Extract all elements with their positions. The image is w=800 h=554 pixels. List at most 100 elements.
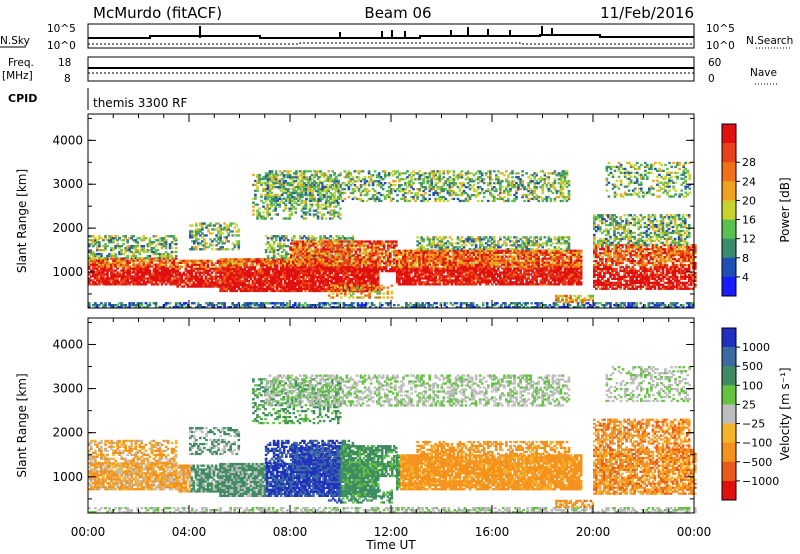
- data-cell: [352, 288, 355, 291]
- data-cell: [223, 270, 226, 273]
- data-cell: [304, 266, 307, 269]
- data-cell: [276, 243, 280, 246]
- data-cell: [140, 239, 144, 242]
- data-cell: [162, 243, 166, 246]
- data-cell: [406, 257, 409, 260]
- data-cell: [334, 270, 337, 273]
- data-cell: [168, 247, 172, 250]
- data-cell: [116, 259, 119, 262]
- data-cell: [158, 237, 162, 240]
- data-cell: [389, 240, 392, 243]
- data-cell: [344, 252, 348, 255]
- data-cell: [271, 270, 275, 273]
- data-cell: [346, 262, 350, 265]
- data-cell: [227, 248, 230, 251]
- data-cell: [229, 230, 232, 233]
- data-cell: [314, 279, 317, 283]
- data-cell: [116, 245, 119, 248]
- data-cell: [140, 247, 144, 250]
- data-cell: [160, 245, 164, 248]
- data-cell: [270, 235, 274, 238]
- data-cell: [290, 193, 294, 196]
- data-cell: [308, 262, 311, 265]
- data-cell: [251, 302, 255, 305]
- data-cell: [140, 267, 144, 270]
- data-cell: [126, 265, 129, 268]
- data-cell: [136, 243, 140, 246]
- data-cell: [440, 257, 444, 260]
- data-cell: [396, 275, 399, 278]
- data-cell: [166, 273, 170, 276]
- data-cell: [255, 264, 259, 267]
- data-cell: [669, 302, 673, 305]
- data-cell: [292, 306, 295, 309]
- data-cell: [320, 281, 323, 285]
- data-cell: [205, 242, 208, 245]
- data-cell: [416, 267, 419, 270]
- data-cell: [428, 253, 431, 256]
- data-cell: [351, 237, 355, 240]
- data-cell: [358, 242, 362, 245]
- data-cell: [96, 304, 99, 307]
- data-cell: [237, 281, 241, 285]
- data-cell: [279, 285, 283, 289]
- data-cell: [166, 256, 170, 260]
- data-cell: [152, 279, 156, 282]
- data-cell: [360, 279, 364, 283]
- data-cell: [219, 262, 222, 265]
- data-cell: [454, 283, 458, 286]
- data-cell: [170, 259, 174, 262]
- data-cell: [344, 262, 348, 265]
- data-cell: [471, 306, 475, 309]
- data-cell: [294, 274, 297, 277]
- data-cell: [198, 279, 202, 282]
- data-cell: [245, 279, 249, 283]
- data-cell: [271, 264, 275, 267]
- data-cell: [386, 296, 390, 299]
- data-cell: [312, 242, 315, 245]
- data-cell: [310, 287, 313, 291]
- data-cell: [243, 258, 247, 261]
- data-cell: [136, 256, 140, 260]
- data-cell: [110, 277, 113, 280]
- data-cell: [275, 277, 279, 281]
- data-cell: [128, 259, 131, 262]
- data-cell: [601, 304, 604, 307]
- data-cell: [124, 247, 127, 250]
- data-cell: [564, 306, 568, 309]
- data-cell: [208, 269, 212, 272]
- data-cell: [201, 306, 204, 309]
- data-cell: [360, 240, 364, 243]
- data-cell: [249, 283, 253, 287]
- data-cell: [344, 244, 348, 247]
- data-cell: [466, 281, 470, 284]
- data-cell: [276, 181, 279, 185]
- data-cell: [320, 287, 323, 291]
- data-cell: [217, 236, 220, 239]
- data-cell: [257, 258, 261, 261]
- data-cell: [276, 213, 279, 216]
- data-cell: [410, 267, 413, 270]
- data-cell: [382, 296, 385, 299]
- data-cell: [432, 269, 435, 272]
- data-cell: [336, 289, 340, 293]
- data-cell: [154, 249, 158, 252]
- data-cell: [174, 243, 178, 246]
- data-cell: [232, 265, 236, 268]
- data-cell: [366, 289, 370, 293]
- data-cell: [261, 283, 265, 287]
- data-cell: [300, 207, 304, 210]
- data-cell: [154, 263, 158, 266]
- data-cell: [270, 195, 273, 198]
- data-cell: [372, 248, 376, 251]
- data-cell: [406, 277, 409, 280]
- data-cell: [270, 256, 274, 260]
- data-cell: [258, 177, 261, 181]
- data-cell: [197, 302, 200, 305]
- data-cell: [178, 306, 182, 309]
- data-cell: [310, 173, 314, 177]
- data-cell: [259, 276, 263, 279]
- data-cell: [235, 260, 239, 263]
- data-cell: [270, 217, 273, 220]
